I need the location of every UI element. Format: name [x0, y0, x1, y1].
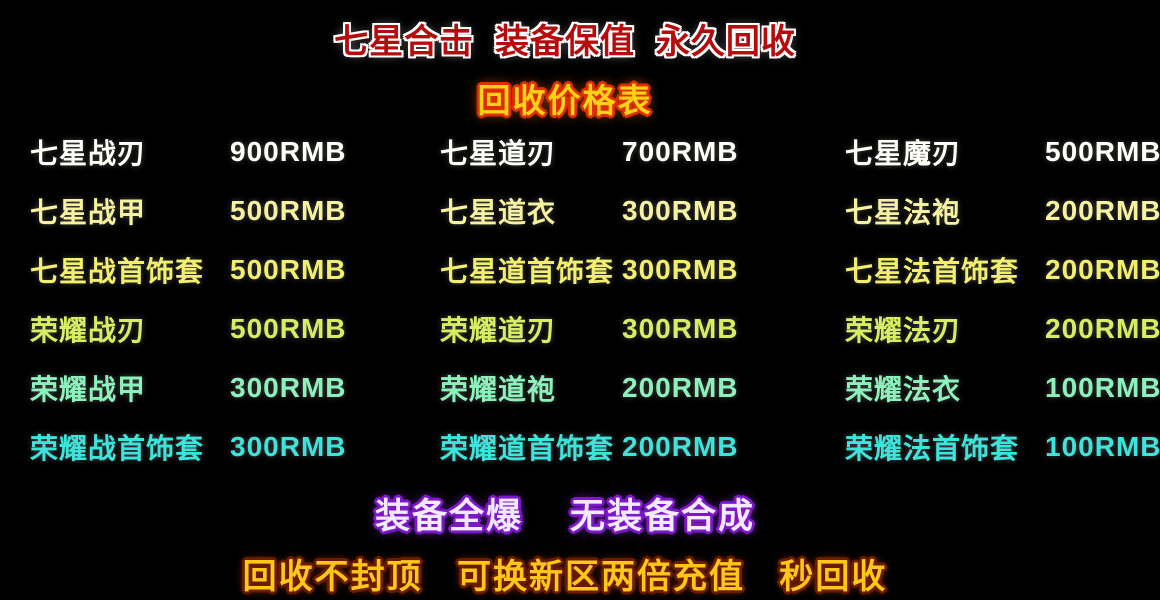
- item-price: 200RMB: [1045, 253, 1160, 285]
- item-price: 100RMB: [1045, 430, 1160, 462]
- promo-line-drops: 装备全爆 无装备合成: [375, 497, 755, 536]
- item-name: 七星道衣: [440, 196, 557, 228]
- item-name: 七星法袍: [845, 196, 962, 228]
- item-price: 200RMB: [622, 430, 739, 462]
- item-name: 七星战刃: [30, 137, 147, 169]
- item-name: 荣耀道袍: [440, 373, 557, 405]
- item-name: 七星战首饰套: [30, 255, 205, 287]
- promo-line-recycle: 回收不封顶 可换新区两倍充值 秒回收: [242, 558, 888, 596]
- page-title: 七星合击 装备保值 永久回收: [334, 23, 796, 61]
- item-price: 300RMB: [622, 253, 739, 285]
- item-price: 200RMB: [622, 371, 739, 403]
- item-price: 100RMB: [1045, 371, 1160, 403]
- item-price: 300RMB: [230, 430, 347, 462]
- item-price: 900RMB: [230, 135, 347, 167]
- item-price: 500RMB: [230, 312, 347, 344]
- item-name: 荣耀战首饰套: [30, 432, 205, 464]
- item-name: 荣耀战甲: [30, 373, 147, 405]
- item-name: 荣耀法首饰套: [845, 432, 1020, 464]
- item-price: 200RMB: [1045, 194, 1160, 226]
- item-name: 荣耀战刃: [30, 314, 147, 346]
- item-price: 500RMB: [230, 253, 347, 285]
- item-name: 七星道刃: [440, 137, 557, 169]
- item-name: 七星法首饰套: [845, 255, 1020, 287]
- item-name: 荣耀法刃: [845, 314, 962, 346]
- item-price: 700RMB: [622, 135, 739, 167]
- item-name: 七星魔刃: [845, 137, 962, 169]
- item-name: 荣耀道刃: [440, 314, 557, 346]
- item-price: 300RMB: [622, 194, 739, 226]
- recycle-price-table: 七星战刃 900RMB 七星道刃 700RMB 七星魔刃 500RMB 七星战甲…: [30, 122, 1160, 476]
- item-name: 七星道首饰套: [440, 255, 615, 287]
- price-table-heading: 回收价格表: [477, 82, 653, 119]
- item-price: 300RMB: [622, 312, 739, 344]
- item-price: 500RMB: [230, 194, 347, 226]
- item-name: 七星战甲: [30, 196, 147, 228]
- item-price: 200RMB: [1045, 312, 1160, 344]
- item-name: 荣耀道首饰套: [440, 432, 615, 464]
- item-price: 500RMB: [1045, 135, 1160, 167]
- item-price: 300RMB: [230, 371, 347, 403]
- item-name: 荣耀法衣: [845, 373, 962, 405]
